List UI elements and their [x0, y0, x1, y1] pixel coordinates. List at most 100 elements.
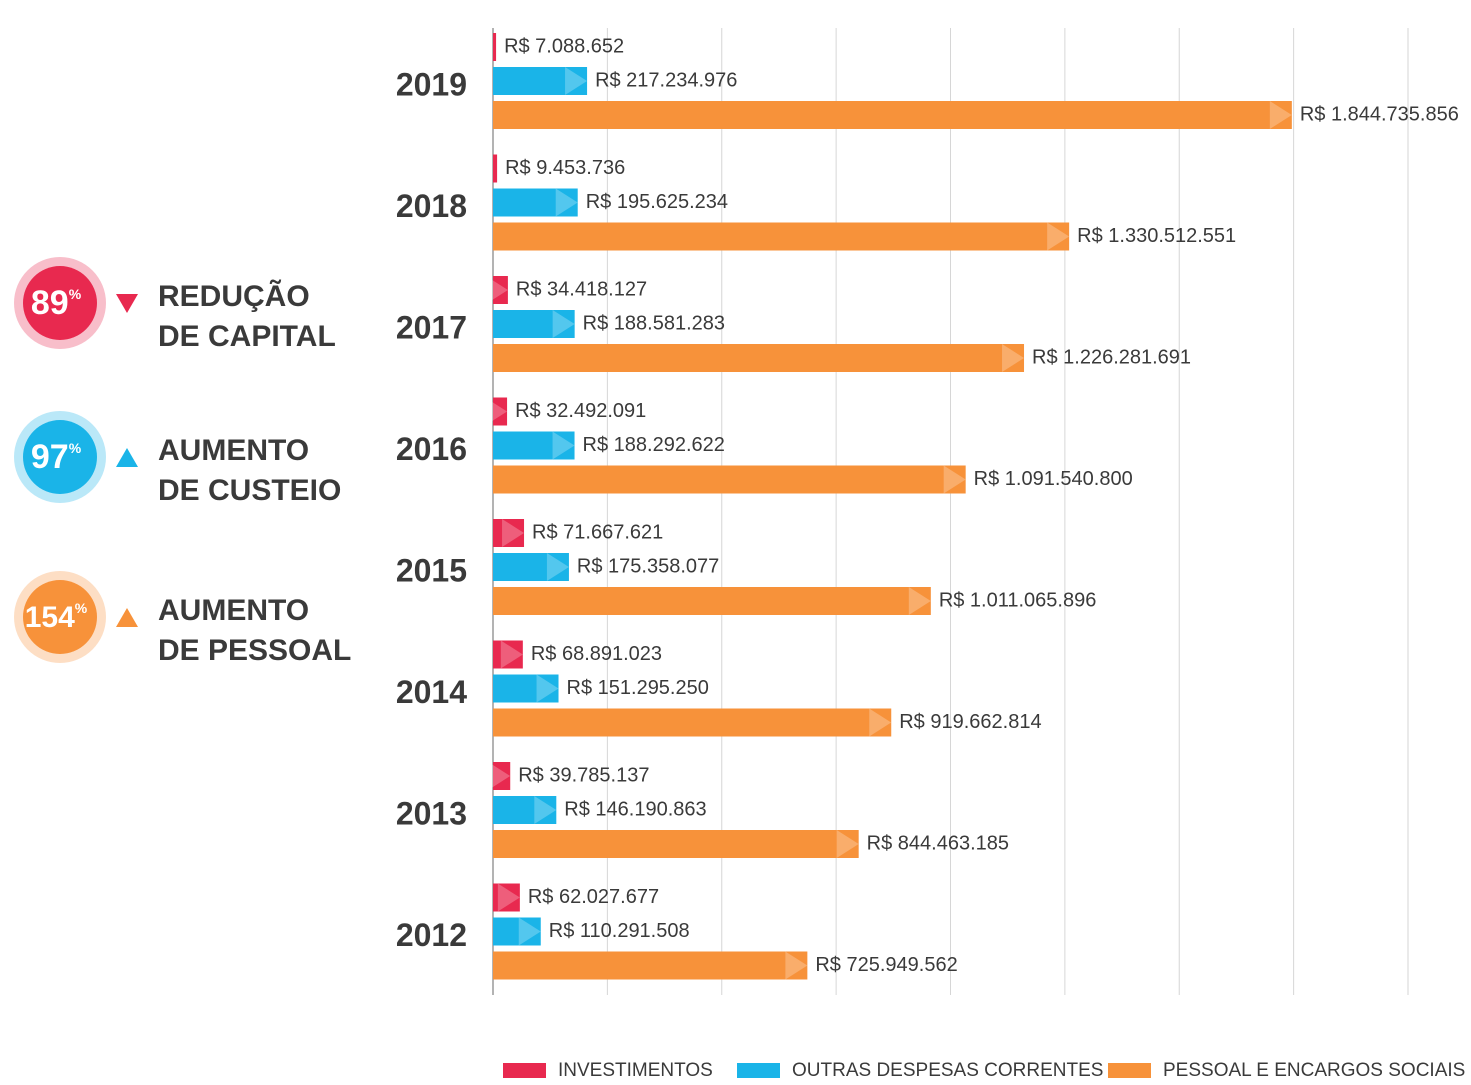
legend-label: PESSOAL E ENCARGOS SOCIAIS [1163, 1060, 1465, 1081]
legend-label: OUTRAS DESPESAS CORRENTES [792, 1060, 1103, 1081]
bar [493, 101, 1292, 129]
bar [493, 465, 966, 494]
annotation-number: 89 [31, 284, 69, 322]
year-label: 2015 [396, 552, 467, 588]
bar-arrow [552, 431, 575, 460]
year-label: 2018 [396, 188, 467, 224]
value-label: R$ 9.453.736 [505, 157, 625, 179]
annotation-text: DE PESSOAL [158, 634, 351, 667]
value-label: R$ 68.891.023 [531, 643, 662, 665]
bar-arrow [485, 276, 508, 304]
value-label: R$ 725.949.562 [815, 954, 957, 976]
bar-arrow [518, 917, 541, 946]
value-label: R$ 151.295.250 [567, 677, 709, 699]
bar [493, 344, 1025, 372]
bar [493, 708, 892, 737]
legend-swatch [503, 1063, 546, 1078]
bar-arrow [552, 310, 575, 338]
bar [493, 310, 575, 338]
bar-arrow [908, 587, 931, 615]
annotation-text: DE CUSTEIO [158, 474, 341, 507]
annotation-circle [23, 266, 97, 340]
value-label: R$ 1.226.281.691 [1032, 346, 1191, 368]
value-label: R$ 195.625.234 [586, 191, 728, 213]
legend-swatch [737, 1063, 780, 1078]
bar-arrow [869, 708, 892, 737]
bar [493, 431, 575, 460]
year-label: 2014 [396, 674, 467, 710]
annotation-value: 89% [31, 284, 82, 322]
bar-arrow [500, 640, 523, 669]
bar-arrow [497, 883, 520, 912]
year-label: 2016 [396, 431, 467, 467]
value-label: R$ 62.027.677 [528, 886, 659, 908]
bar [493, 188, 578, 217]
value-label: R$ 188.581.283 [583, 312, 725, 334]
value-label: R$ 39.785.137 [518, 764, 649, 786]
value-label: R$ 7.088.652 [504, 35, 624, 57]
bar [493, 796, 557, 824]
bar [493, 33, 497, 61]
value-label: R$ 919.662.814 [899, 711, 1041, 733]
value-label: R$ 188.292.622 [583, 434, 725, 456]
bar [493, 222, 1070, 251]
value-label: R$ 175.358.077 [577, 555, 719, 577]
bar-arrow [534, 796, 557, 824]
annotation-text: AUMENTO [158, 434, 309, 467]
annotation-arrow [116, 608, 138, 627]
annotation-text: AUMENTO [158, 594, 309, 627]
bar-arrow [555, 188, 578, 217]
bar [493, 519, 525, 547]
bar-arrow [485, 397, 508, 426]
year-label: 2019 [396, 66, 467, 102]
bar-arrow [1047, 222, 1070, 251]
bar [493, 587, 931, 615]
bar [493, 883, 520, 912]
value-label: R$ 217.234.976 [595, 69, 737, 91]
bar [493, 397, 508, 426]
value-label: R$ 71.667.621 [532, 521, 663, 543]
annotation-text: DE CAPITAL [158, 320, 336, 353]
bar-arrow [785, 951, 808, 980]
annotation-value: 97% [31, 438, 82, 476]
value-label: R$ 32.492.091 [515, 400, 646, 422]
annotation-arrow [116, 448, 138, 467]
bar-arrow [1269, 101, 1292, 129]
bar [493, 276, 508, 304]
value-label: R$ 1.330.512.551 [1077, 225, 1236, 247]
annotation-text: REDUÇÃO [158, 279, 310, 313]
value-label: R$ 844.463.185 [867, 832, 1009, 854]
value-label: R$ 146.190.863 [564, 798, 706, 820]
year-label: 2013 [396, 795, 467, 831]
year-label: 2012 [396, 917, 467, 953]
bar-arrow [1002, 344, 1025, 372]
bar-arrow [546, 553, 569, 581]
bar-arrow [502, 519, 525, 547]
annotation-value: 154% [25, 600, 88, 634]
bar [493, 553, 569, 581]
bar [493, 951, 808, 980]
annotation-arrow [116, 294, 138, 313]
value-label: R$ 1.011.065.896 [939, 589, 1097, 611]
bar-arrow [536, 674, 559, 703]
bar [493, 917, 541, 946]
bar [493, 640, 523, 669]
annotation-unit: % [75, 600, 88, 616]
annotation-number: 154 [25, 601, 75, 634]
bar-arrow [488, 762, 511, 790]
bar-arrow [565, 67, 588, 95]
annotation-circle [23, 580, 97, 654]
bar [493, 154, 498, 183]
bar [493, 830, 859, 858]
value-label: R$ 1.091.540.800 [974, 468, 1133, 490]
value-label: R$ 1.844.735.856 [1300, 103, 1459, 125]
year-label: 2017 [396, 309, 467, 345]
bar [493, 67, 588, 95]
bar [493, 674, 559, 703]
value-label: R$ 34.418.127 [516, 278, 647, 300]
legend-label: INVESTIMENTOS [558, 1060, 713, 1081]
annotation-unit: % [69, 286, 82, 302]
annotation-unit: % [69, 440, 82, 456]
bar-arrow [943, 465, 966, 494]
